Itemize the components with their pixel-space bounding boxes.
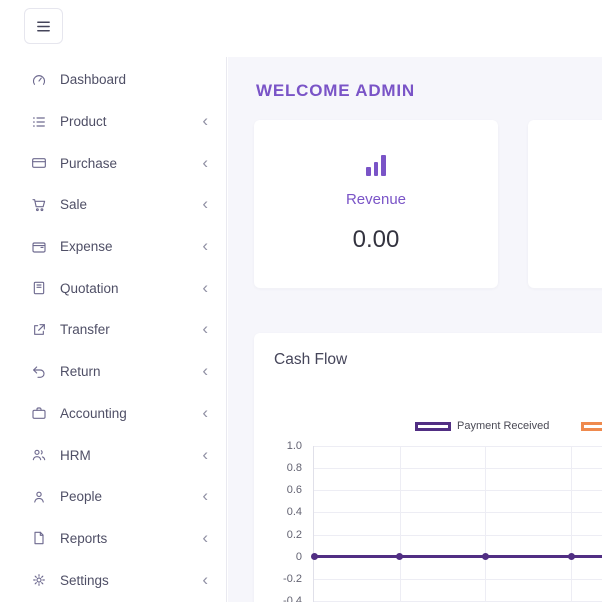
sidebar-item-label: Return <box>60 364 101 380</box>
gauge-icon <box>31 72 47 88</box>
briefcase-icon <box>31 405 47 421</box>
y-tick-label: 0 <box>295 550 302 563</box>
y-tick-label: 0.6 <box>286 484 302 497</box>
revenue-stat-card: Revenue 0.00 <box>254 120 498 288</box>
main-content: WELCOME ADMIN Revenue 0.00 Cash Flow Pay… <box>228 57 602 602</box>
sidebar-item-people[interactable]: People ‹ <box>0 476 226 518</box>
top-navbar <box>0 0 602 57</box>
sidebar-item-label: Quotation <box>60 280 119 296</box>
stat-card-value: 0.00 <box>352 226 400 253</box>
sidebar-item-dashboard[interactable]: Dashboard <box>0 59 226 101</box>
users-icon <box>31 447 47 463</box>
sidebar-item-transfer[interactable]: Transfer ‹ <box>0 309 226 351</box>
sidebar-toggle-button[interactable] <box>24 8 63 44</box>
sidebar-menu: Dashboard Product ‹ Purchase ‹ Sale ‹ Expense ‹ Q… <box>0 59 226 601</box>
legend-item-second[interactable] <box>581 421 602 431</box>
chevron-left-icon: ‹ <box>202 402 208 422</box>
sidebar-item-accounting[interactable]: Accounting ‹ <box>0 393 226 435</box>
wallet-icon <box>31 239 47 255</box>
notebook-icon <box>31 280 47 296</box>
sidebar-item-sale[interactable]: Sale ‹ <box>0 184 226 226</box>
gridline <box>314 490 602 492</box>
user-icon <box>31 489 47 505</box>
data-point <box>481 553 489 561</box>
chevron-left-icon: ‹ <box>202 444 208 464</box>
chevron-left-icon: ‹ <box>202 319 208 339</box>
gridline <box>485 446 487 601</box>
sidebar-item-purchase[interactable]: Purchase ‹ <box>0 142 226 184</box>
sidebar-item-label: Purchase <box>60 155 118 171</box>
sidebar-item-label: People <box>60 489 103 505</box>
y-tick-label: 1.0 <box>286 440 302 452</box>
gridline <box>399 446 401 601</box>
stat-card-partial <box>528 120 602 288</box>
y-tick-label: 0.2 <box>286 528 302 541</box>
sidebar-item-reports[interactable]: Reports ‹ <box>0 518 226 560</box>
gridline <box>314 578 602 580</box>
stat-card-label: Revenue <box>345 191 407 208</box>
chevron-left-icon: ‹ <box>202 111 208 131</box>
chart-legend: Payment Received <box>415 420 602 432</box>
gridline <box>314 534 602 536</box>
credit-card-icon <box>31 155 47 171</box>
sidebar-item-quotation[interactable]: Quotation ‹ <box>0 267 226 309</box>
gridline <box>314 512 602 514</box>
sidebar-item-label: Settings <box>60 572 109 588</box>
y-axis: 1.0 0.8 0.6 0.4 0.2 0 -0.2 -0.4 <box>254 440 302 602</box>
sidebar-item-label: HRM <box>60 447 91 463</box>
hamburger-menu-icon <box>35 18 52 35</box>
y-tick-label: 0.8 <box>286 462 302 475</box>
y-tick-label: 0.4 <box>286 506 302 519</box>
cashflow-chart: 1.0 0.8 0.6 0.4 0.2 0 -0.2 -0.4 <box>254 440 602 602</box>
gear-icon <box>31 572 47 588</box>
list-icon <box>31 114 47 130</box>
data-point <box>567 553 575 561</box>
gridline <box>314 446 602 447</box>
bar-chart-icon <box>366 154 386 176</box>
sidebar-item-label: Accounting <box>60 405 127 421</box>
y-tick-label: -0.4 <box>283 595 302 602</box>
undo-icon <box>31 364 47 380</box>
chevron-left-icon: ‹ <box>202 527 208 547</box>
sidebar-item-label: Sale <box>60 197 88 213</box>
chevron-left-icon: ‹ <box>202 236 208 256</box>
sidebar-nav: Dashboard Product ‹ Purchase ‹ Sale ‹ Expense ‹ Q… <box>0 57 227 602</box>
file-icon <box>31 530 47 546</box>
cashflow-card: Cash Flow Payment Received 1.0 0.8 0.6 0.4 0… <box>254 333 602 602</box>
legend-swatch-purple <box>415 421 451 431</box>
page-title: WELCOME ADMIN <box>256 81 415 100</box>
chevron-left-icon: ‹ <box>202 194 208 214</box>
cart-icon <box>31 197 47 213</box>
gridline <box>314 468 602 470</box>
sidebar-item-return[interactable]: Return ‹ <box>0 351 226 393</box>
chevron-left-icon: ‹ <box>202 486 208 506</box>
gridline <box>571 446 573 601</box>
data-point <box>310 553 318 561</box>
sidebar-item-hrm[interactable]: HRM ‹ <box>0 434 226 476</box>
sidebar-item-label: Transfer <box>60 322 110 338</box>
sidebar-item-label: Dashboard <box>60 72 127 88</box>
sidebar-item-expense[interactable]: Expense ‹ <box>0 226 226 268</box>
legend-item-payment-received[interactable]: Payment Received <box>415 420 549 432</box>
share-icon <box>31 322 47 338</box>
y-tick-label: -0.2 <box>283 572 302 585</box>
chevron-left-icon: ‹ <box>202 152 208 172</box>
plot-area <box>310 446 602 602</box>
chevron-left-icon: ‹ <box>202 569 208 589</box>
sidebar-item-label: Reports <box>60 530 108 546</box>
chevron-left-icon: ‹ <box>202 277 208 297</box>
legend-swatch-orange <box>581 421 602 431</box>
data-point <box>396 553 404 561</box>
series-line-payment-received <box>314 555 602 559</box>
chevron-left-icon: ‹ <box>202 361 208 381</box>
sidebar-item-label: Product <box>60 114 107 130</box>
sidebar-item-settings[interactable]: Settings ‹ <box>0 559 226 601</box>
legend-label: Payment Received <box>457 420 550 432</box>
sidebar-item-label: Expense <box>60 239 113 255</box>
chart-title: Cash Flow <box>274 351 348 368</box>
sidebar-item-product[interactable]: Product ‹ <box>0 101 226 143</box>
